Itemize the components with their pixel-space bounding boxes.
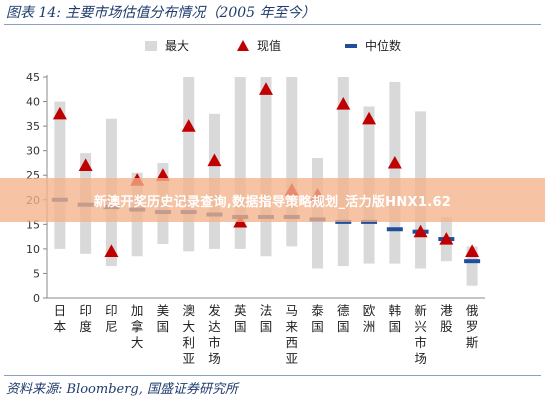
- red-triangle-icon: [237, 40, 249, 51]
- overlay-banner: 新澳开奖历史记录查询,数据指导策略规划_活力版HNX1.62: [0, 178, 545, 222]
- current-value-marker: [181, 119, 196, 132]
- x-tick-label: 欧洲: [363, 303, 376, 334]
- range-bar: [337, 77, 349, 267]
- blue-dash-icon: [345, 43, 357, 48]
- y-tick-label: 40: [26, 96, 40, 109]
- range-bar: [234, 77, 246, 249]
- x-tick-label: 马来西亚: [286, 303, 299, 366]
- y-tick-label: 35: [26, 120, 40, 133]
- legend-label-median: 中位数: [365, 39, 402, 53]
- range-bar: [183, 77, 195, 252]
- range-bar: [466, 246, 478, 286]
- x-tick-label: 印尼: [105, 303, 118, 334]
- x-tick-label: 新兴市场: [414, 303, 427, 366]
- x-tick-label: 印度: [79, 303, 92, 334]
- x-tick-label: 俄罗斯: [466, 303, 479, 350]
- current-value-marker: [387, 155, 402, 169]
- current-value-marker: [413, 224, 428, 238]
- y-tick-label: 0: [33, 292, 40, 305]
- current-value-marker: [336, 97, 351, 110]
- y-tick-label: 10: [26, 243, 40, 256]
- current-value-marker: [259, 82, 273, 95]
- gray-bar-icon: [145, 40, 157, 51]
- x-tick-label: 港股: [440, 303, 453, 334]
- x-tick-label: 泰国: [311, 303, 324, 334]
- range-bar: [286, 77, 298, 247]
- range-bar: [260, 77, 272, 257]
- current-value-marker: [155, 168, 170, 181]
- current-value-marker: [104, 244, 119, 257]
- x-tick-label: 英国: [234, 303, 247, 334]
- range-bar: [54, 101, 66, 249]
- current-value-marker: [52, 106, 67, 120]
- x-tick-label: 加拿大: [131, 303, 144, 350]
- x-tick-label: 韩国: [389, 303, 402, 334]
- x-tick-label: 日本: [54, 303, 67, 334]
- figure-title: 图表 14: 主要市场估值分布情况（2005 年至今）: [6, 5, 316, 21]
- x-tick-label: 法国: [260, 303, 273, 334]
- current-value-marker: [362, 111, 377, 125]
- source-rule: [4, 375, 541, 376]
- current-value-marker: [439, 232, 454, 245]
- current-value-marker: [465, 244, 480, 257]
- x-tick-label: 澳大利亚: [182, 303, 195, 366]
- median-mark: [464, 259, 481, 264]
- y-tick-label: 45: [26, 71, 40, 84]
- range-bar: [389, 81, 401, 264]
- figure-source: 资料来源: Bloomberg, 国盛证券研究所: [6, 382, 239, 397]
- y-tick-label: 5: [33, 267, 40, 280]
- legend-item-current: 现值: [237, 37, 281, 54]
- x-tick-label: 德国: [337, 303, 350, 334]
- title-rule: [4, 24, 541, 25]
- legend-item-median: 中位数: [345, 37, 401, 54]
- median-mark: [386, 227, 403, 232]
- current-value-marker: [207, 153, 222, 167]
- legend-label-current: 现值: [257, 39, 282, 53]
- legend-label-max: 最大: [165, 39, 190, 53]
- y-tick-label: 30: [26, 145, 40, 158]
- current-value-marker: [78, 158, 93, 171]
- x-tick-label: 发达市场: [208, 303, 221, 366]
- legend-item-max: 最大: [145, 37, 189, 54]
- x-tick-label: 美国: [157, 303, 170, 334]
